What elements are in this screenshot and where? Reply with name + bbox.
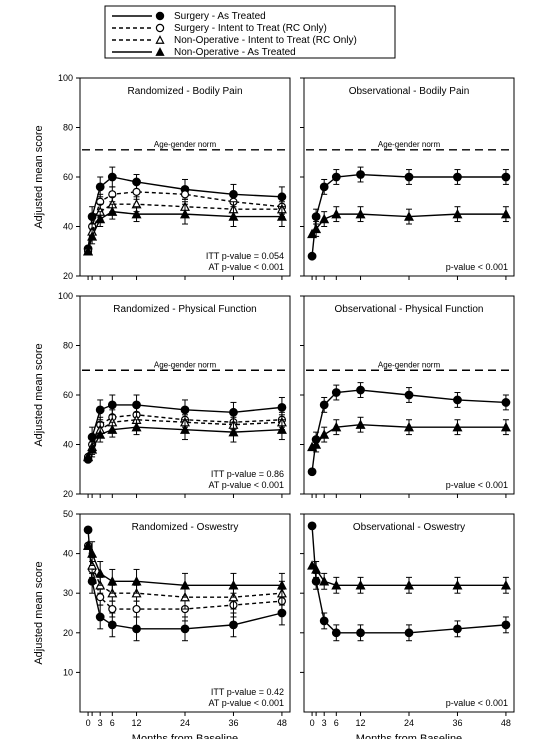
svg-text:Randomized - Oswestry: Randomized - Oswestry [132, 522, 239, 533]
svg-text:Months from Baseline: Months from Baseline [132, 733, 238, 739]
svg-text:Adjusted mean score: Adjusted mean score [33, 343, 45, 446]
svg-text:20: 20 [63, 271, 73, 281]
svg-text:Adjusted mean score: Adjusted mean score [33, 561, 45, 664]
svg-text:100: 100 [58, 73, 73, 83]
svg-text:Non-Operative - As Treated: Non-Operative - As Treated [174, 47, 296, 58]
svg-text:p-value < 0.001: p-value < 0.001 [446, 480, 508, 490]
svg-text:Age-gender norm: Age-gender norm [154, 360, 217, 369]
svg-text:40: 40 [63, 549, 73, 559]
svg-text:36: 36 [452, 718, 462, 728]
svg-text:24: 24 [180, 718, 190, 728]
svg-text:30: 30 [63, 588, 73, 598]
svg-text:Adjusted mean score: Adjusted mean score [33, 125, 45, 228]
svg-text:20: 20 [63, 489, 73, 499]
svg-text:Observational - Physical Funct: Observational - Physical Function [335, 304, 484, 315]
svg-text:Months from Baseline: Months from Baseline [356, 733, 462, 739]
svg-text:Observational - Oswestry: Observational - Oswestry [353, 522, 465, 533]
svg-text:60: 60 [63, 172, 73, 182]
chart-svg: Surgery - As TreatedSurgery - Intent to … [0, 0, 535, 739]
svg-text:Age-gender norm: Age-gender norm [154, 140, 217, 149]
svg-text:Surgery - Intent to Treat (RC: Surgery - Intent to Treat (RC Only) [174, 23, 327, 34]
svg-text:Observational - Bodily Pain: Observational - Bodily Pain [349, 86, 470, 97]
svg-text:40: 40 [63, 440, 73, 450]
svg-text:6: 6 [110, 718, 115, 728]
svg-text:Randomized - Bodily Pain: Randomized - Bodily Pain [127, 86, 242, 97]
svg-text:0: 0 [86, 718, 91, 728]
svg-text:60: 60 [63, 390, 73, 400]
svg-text:48: 48 [277, 718, 287, 728]
svg-text:p-value < 0.001: p-value < 0.001 [446, 262, 508, 272]
svg-text:6: 6 [334, 718, 339, 728]
svg-text:10: 10 [63, 667, 73, 677]
svg-text:AT p-value < 0.001: AT p-value < 0.001 [209, 480, 284, 490]
svg-text:48: 48 [501, 718, 511, 728]
svg-text:20: 20 [63, 628, 73, 638]
svg-text:3: 3 [98, 718, 103, 728]
svg-text:Age-gender norm: Age-gender norm [378, 140, 441, 149]
svg-text:36: 36 [228, 718, 238, 728]
svg-text:ITT p-value = 0.054: ITT p-value = 0.054 [206, 251, 284, 261]
svg-text:0: 0 [310, 718, 315, 728]
svg-text:Randomized - Physical Function: Randomized - Physical Function [113, 304, 256, 315]
svg-text:Surgery - As Treated: Surgery - As Treated [174, 11, 266, 22]
svg-text:80: 80 [63, 123, 73, 133]
svg-text:3: 3 [322, 718, 327, 728]
svg-text:ITT p-value = 0.42: ITT p-value = 0.42 [211, 687, 284, 697]
svg-text:12: 12 [356, 718, 366, 728]
svg-text:Non-Operative - Intent to Trea: Non-Operative - Intent to Treat (RC Only… [174, 35, 357, 46]
svg-text:p-value < 0.001: p-value < 0.001 [446, 698, 508, 708]
svg-text:40: 40 [63, 222, 73, 232]
chart-root: Surgery - As TreatedSurgery - Intent to … [0, 0, 535, 739]
svg-text:50: 50 [63, 509, 73, 519]
svg-text:24: 24 [404, 718, 414, 728]
svg-text:12: 12 [132, 718, 142, 728]
svg-text:Age-gender norm: Age-gender norm [378, 360, 441, 369]
svg-text:AT p-value < 0.001: AT p-value < 0.001 [209, 262, 284, 272]
svg-text:ITT p-value = 0.86: ITT p-value = 0.86 [211, 469, 284, 479]
svg-text:100: 100 [58, 291, 73, 301]
svg-text:80: 80 [63, 341, 73, 351]
svg-text:AT p-value < 0.001: AT p-value < 0.001 [209, 698, 284, 708]
